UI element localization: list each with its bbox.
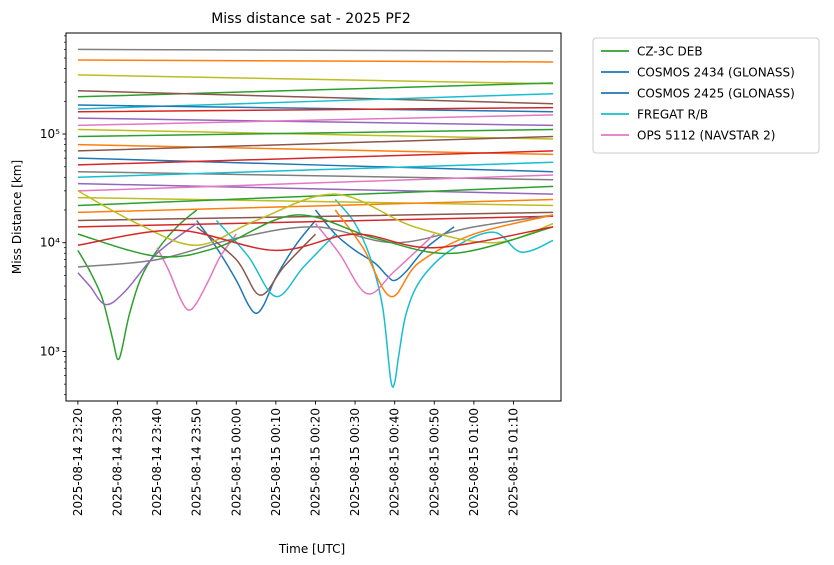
series-line-unnamed-5 [77,48,554,52]
x-tick-label: 2025-08-15 00:00 [229,408,243,516]
series-line-ops-5112-navstar-2 [156,233,237,311]
y-axis: 10³ 10⁴ 10⁵ [40,35,66,396]
legend-label: CZ-3C DEB [637,45,703,59]
series-layer [77,48,554,388]
y-tick-label: 10⁵ [40,127,60,141]
series-line-unnamed-35 [215,220,336,298]
series-line-unnamed-14 [77,114,554,127]
y-tick-label: 10⁴ [40,236,60,250]
x-tick-label: 2025-08-15 00:20 [309,408,323,516]
x-tick-label: 2025-08-15 00:40 [388,408,402,516]
x-tick-label: 2025-08-15 00:50 [427,408,441,516]
series-line-unnamed-36 [77,190,554,246]
legend-label: FREGAT R/B [637,108,708,122]
series-line-unnamed-32 [196,226,317,296]
x-tick-label: 2025-08-15 00:30 [348,408,362,516]
series-line-fregat-r-b [334,199,554,388]
x-axis: 2025-08-14 23:20 2025-08-14 23:30 2025-08-… [71,401,521,516]
series-line-unnamed-20 [77,150,554,166]
series-line-unnamed-17 [77,143,554,156]
y-tick-label: 10³ [40,344,60,358]
series-line-unnamed-25 [77,196,554,207]
series-line-unnamed-19 [77,157,554,173]
series-line-unnamed-38 [77,226,554,252]
legend-label: OPS 5112 (NAVSTAR 2) [637,129,775,143]
y-axis-label: Miss Distance [km] [10,160,24,274]
series-line-cosmos-2425-glonass [314,209,455,282]
x-tick-label: 2025-08-14 23:30 [111,408,125,516]
series-line-unnamed-12 [77,106,554,113]
series-line-unnamed-10 [77,92,554,110]
x-tick-label: 2025-08-14 23:20 [71,408,85,516]
series-line-cosmos-2434-glonass [196,220,317,314]
series-line-unnamed-16 [77,128,554,138]
series-line-unnamed-33 [314,223,435,295]
x-tick-label: 2025-08-14 23:40 [150,408,164,516]
legend-label: COSMOS 2425 (GLONASS) [637,87,795,101]
series-line-unnamed-13 [77,117,554,127]
series-line-unnamed-9 [77,90,554,105]
x-tick-label: 2025-08-14 23:50 [190,408,204,516]
series-line-unnamed-8 [77,82,554,98]
legend-box [592,37,820,154]
series-line-unnamed-37 [77,214,554,258]
series-line-unnamed-24 [77,174,554,192]
series-line-unnamed-11 [77,104,554,113]
series-line-unnamed-31 [77,222,198,306]
series-line-unnamed-22 [77,161,554,179]
series-line-unnamed-18 [77,135,554,152]
series-line-cz-3c-deb [77,209,198,361]
chart-title: Miss distance sat - 2025 PF2 [211,11,411,27]
series-line-unnamed-34 [334,209,554,298]
series-line-unnamed-7 [77,74,554,85]
x-tick-label: 2025-08-15 01:00 [467,408,481,516]
series-line-unnamed-6 [77,59,554,63]
x-tick-label: 2025-08-15 01:10 [507,408,521,516]
legend-label: COSMOS 2434 (GLONASS) [637,66,795,80]
x-axis-label: Time [UTC] [278,542,345,556]
series-line-unnamed-27 [77,198,554,214]
legend: CZ-3C DEB COSMOS 2434 (GLONASS) COSMOS 242… [592,37,820,154]
series-line-unnamed-30 [77,214,554,268]
series-line-unnamed-21 [77,170,554,181]
plot-frame [65,32,562,402]
series-line-unnamed-23 [77,182,554,195]
x-tick-label: 2025-08-15 00:10 [269,408,283,516]
series-line-unnamed-29 [77,215,554,228]
